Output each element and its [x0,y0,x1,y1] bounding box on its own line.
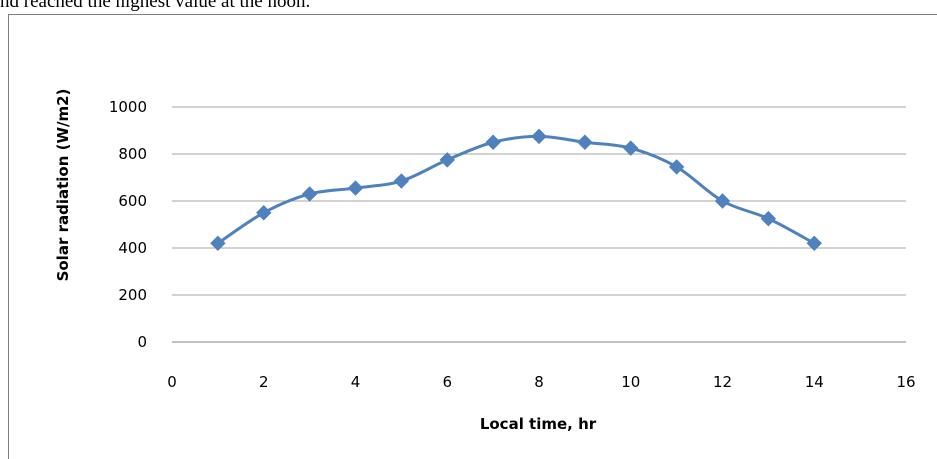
y-tick-label: 400 [118,239,147,257]
data-point-marker [668,159,685,175]
y-tick-label: 800 [118,145,147,163]
data-point-marker [347,180,364,196]
y-tick-label: 1000 [109,98,147,116]
page-text-fragment: nd reached the highest value at the noon… [0,0,311,12]
data-point-marker [760,210,777,227]
x-tick-label: 2 [259,373,269,391]
data-point-marker [531,128,547,145]
y-axis-title: Solar radiation (W/m2) [54,89,72,282]
data-point-marker [301,186,318,202]
x-tick-label: 14 [805,373,824,391]
data-point-marker [623,140,639,156]
data-point-marker [577,134,593,150]
data-point-marker [806,235,822,252]
x-tick-label: 10 [621,373,640,391]
data-point-marker [393,173,410,189]
chart-frame-left [8,14,9,459]
x-tick-label: 12 [713,373,732,391]
y-tick-label: 200 [118,286,147,304]
marker-layer [210,128,822,252]
gridlines [172,106,906,343]
x-tick-label: 6 [442,373,452,391]
y-tick-label: 600 [118,192,147,210]
data-point-marker [439,152,455,168]
data-point-marker [485,134,501,150]
data-point-marker [256,205,272,221]
x-axis-title: Local time, hr [480,415,597,433]
x-tick-label: 8 [534,373,544,391]
y-tick-label: 0 [137,333,147,351]
data-point-marker [210,235,226,252]
x-tick-label: 0 [167,373,177,391]
x-tick-label: 16 [896,373,915,391]
tick-labels: 0 200 400 600 800 1000 0 2 4 6 8 10 12 14 16 [109,98,916,391]
data-point-marker [714,193,731,209]
x-tick-label: 4 [351,373,361,391]
chart-frame-top [8,14,937,15]
